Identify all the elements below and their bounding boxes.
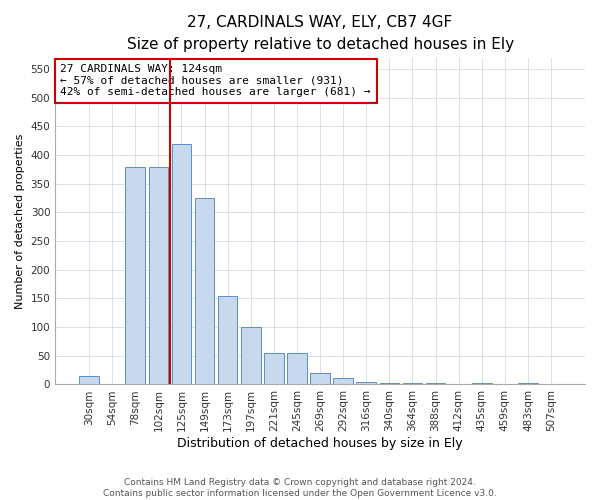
- Bar: [356, 382, 376, 384]
- Bar: [195, 198, 214, 384]
- Y-axis label: Number of detached properties: Number of detached properties: [15, 134, 25, 308]
- Bar: [125, 166, 145, 384]
- Bar: [287, 353, 307, 384]
- Bar: [149, 166, 168, 384]
- Bar: [172, 144, 191, 384]
- Text: 27 CARDINALS WAY: 124sqm
← 57% of detached houses are smaller (931)
42% of semi-: 27 CARDINALS WAY: 124sqm ← 57% of detach…: [61, 64, 371, 98]
- Bar: [380, 382, 399, 384]
- Bar: [79, 376, 99, 384]
- Bar: [403, 382, 422, 384]
- X-axis label: Distribution of detached houses by size in Ely: Distribution of detached houses by size …: [177, 437, 463, 450]
- Bar: [218, 296, 238, 384]
- Bar: [310, 373, 330, 384]
- Bar: [241, 327, 260, 384]
- Bar: [264, 353, 284, 384]
- Text: Contains HM Land Registry data © Crown copyright and database right 2024.
Contai: Contains HM Land Registry data © Crown c…: [103, 478, 497, 498]
- Title: 27, CARDINALS WAY, ELY, CB7 4GF
Size of property relative to detached houses in : 27, CARDINALS WAY, ELY, CB7 4GF Size of …: [127, 15, 514, 52]
- Bar: [334, 378, 353, 384]
